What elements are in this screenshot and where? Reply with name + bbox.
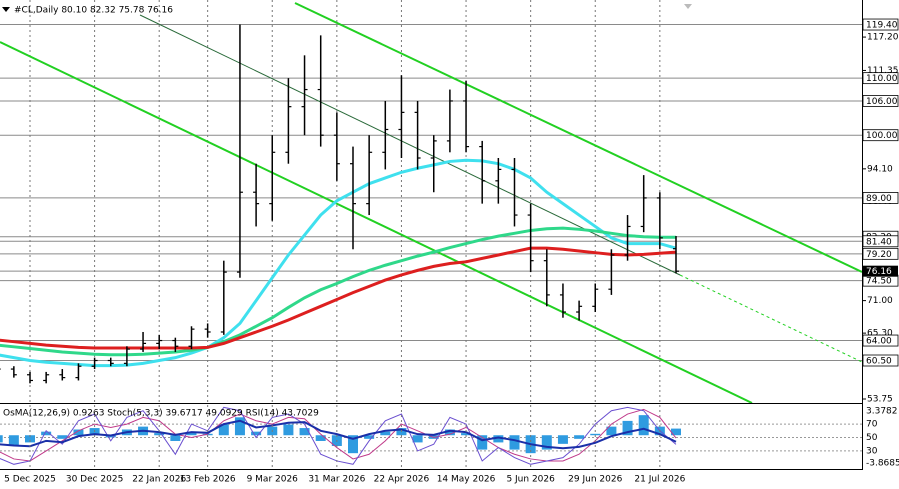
channel-line xyxy=(294,2,862,273)
level-label: 79.20 xyxy=(866,250,892,260)
last-price-box xyxy=(863,265,898,277)
levels xyxy=(0,24,862,362)
osma-bar xyxy=(541,435,552,450)
main-panel xyxy=(0,0,862,403)
osma-bar xyxy=(477,435,488,450)
osma-tick-label: 3.3782 xyxy=(866,407,898,417)
level-label: 106.00 xyxy=(866,97,898,107)
level-label: 100.00 xyxy=(866,131,898,141)
stoch-signal-line xyxy=(0,408,677,462)
osma-bar xyxy=(283,424,294,436)
level-label: 64.00 xyxy=(866,337,892,347)
osma-bar xyxy=(557,435,568,444)
y-tick-label: 117.20 xyxy=(867,33,899,43)
osma-bar xyxy=(8,435,19,447)
x-tick-label: 14 May 2026 xyxy=(437,475,496,485)
level-label: 60.50 xyxy=(866,357,892,367)
oscillator-level-label: 50 xyxy=(866,433,878,443)
level-label-box xyxy=(862,354,899,367)
level-label-box xyxy=(862,235,899,248)
y-tick-label: 111.35 xyxy=(867,66,899,76)
level-label-box xyxy=(862,72,899,85)
osma-bar xyxy=(509,435,520,450)
chart-title: #CL,Daily 80.10 82.32 75.78 76.16 xyxy=(14,6,173,16)
osma-bar xyxy=(234,417,245,436)
level-label-box xyxy=(862,95,899,107)
osma-tick-label: -3.8685 xyxy=(866,459,899,469)
oscillator-level-label: 70 xyxy=(866,420,878,430)
osma-bar xyxy=(493,435,504,443)
osma-bar xyxy=(57,435,68,439)
osma-bar xyxy=(412,435,423,443)
y-tick-label: 71.00 xyxy=(867,296,893,306)
osma-bar xyxy=(154,433,165,436)
x-tick-label: 13 Feb 2026 xyxy=(180,475,236,485)
level-label: 89.00 xyxy=(866,194,892,204)
osma-bar xyxy=(251,431,262,436)
price-axis: 117.20111.3594.1088.4071.0065.3053.75119… xyxy=(862,18,899,469)
price-bars xyxy=(0,24,679,384)
level-label: 119.40 xyxy=(866,21,898,31)
osma-bar xyxy=(590,433,601,436)
osma-bar xyxy=(461,433,472,436)
level-label-box xyxy=(862,129,899,142)
rsi-line xyxy=(0,419,677,450)
y-tick-label: 65.30 xyxy=(867,329,893,339)
osma-bar xyxy=(218,424,229,436)
osma-bar xyxy=(638,415,649,436)
last-price-label: 76.16 xyxy=(866,267,892,277)
osma-bar xyxy=(671,428,681,436)
osma-bar xyxy=(25,435,35,443)
title-arrow xyxy=(2,7,10,12)
osma-bar xyxy=(41,431,52,436)
moving-average xyxy=(0,226,676,357)
osma-bar xyxy=(170,435,181,441)
trend-extension xyxy=(679,274,862,363)
x-tick-label: 5 Jun 2026 xyxy=(506,475,555,485)
x-tick-label: 29 Jun 2026 xyxy=(568,475,622,485)
level-label: 81.40 xyxy=(866,237,892,247)
oscillator-level-label: 30 xyxy=(866,446,878,456)
level-label: 74.50 xyxy=(866,277,892,287)
x-tick-label: 30 Dec 2025 xyxy=(66,475,124,485)
level-label-box xyxy=(862,192,899,204)
indicator-title: OsMA(12,26,9) 0.9263 Stoch(5,3,3) 39.671… xyxy=(3,409,319,419)
indicator-panel xyxy=(0,406,862,465)
osma-bar xyxy=(606,426,617,436)
level-label-box xyxy=(862,247,899,260)
osma-bar xyxy=(364,435,375,439)
x-tick-label: 5 Dec 2025 xyxy=(4,475,56,485)
osma-bar xyxy=(574,435,585,439)
moving-average xyxy=(0,246,677,350)
level-label-box xyxy=(862,334,899,347)
channel-line xyxy=(0,41,753,403)
osma-bar xyxy=(348,435,358,454)
x-tick-label: 22 Jan 2026 xyxy=(132,475,186,485)
y-tick-label: 53.75 xyxy=(867,395,893,405)
osma-bar xyxy=(186,431,197,436)
osma-bar xyxy=(622,420,633,436)
osma-bar xyxy=(0,435,3,443)
x-tick-label: 22 Apr 2026 xyxy=(374,475,430,485)
x-tick-label: 31 Mar 2026 xyxy=(308,475,365,485)
osma-bar xyxy=(73,429,84,436)
shift-marker xyxy=(684,4,692,9)
osma-bar xyxy=(444,429,455,436)
level-label: 110.00 xyxy=(866,74,898,84)
osma-bar xyxy=(299,428,310,436)
osma-bar xyxy=(380,431,391,436)
y-tick-label: 94.10 xyxy=(867,164,893,174)
osma-bar xyxy=(315,435,326,441)
x-tick-label: 21 Jul 2026 xyxy=(634,475,685,485)
level-label-box xyxy=(862,18,899,31)
x-tick-label: 9 Mar 2026 xyxy=(247,475,299,485)
